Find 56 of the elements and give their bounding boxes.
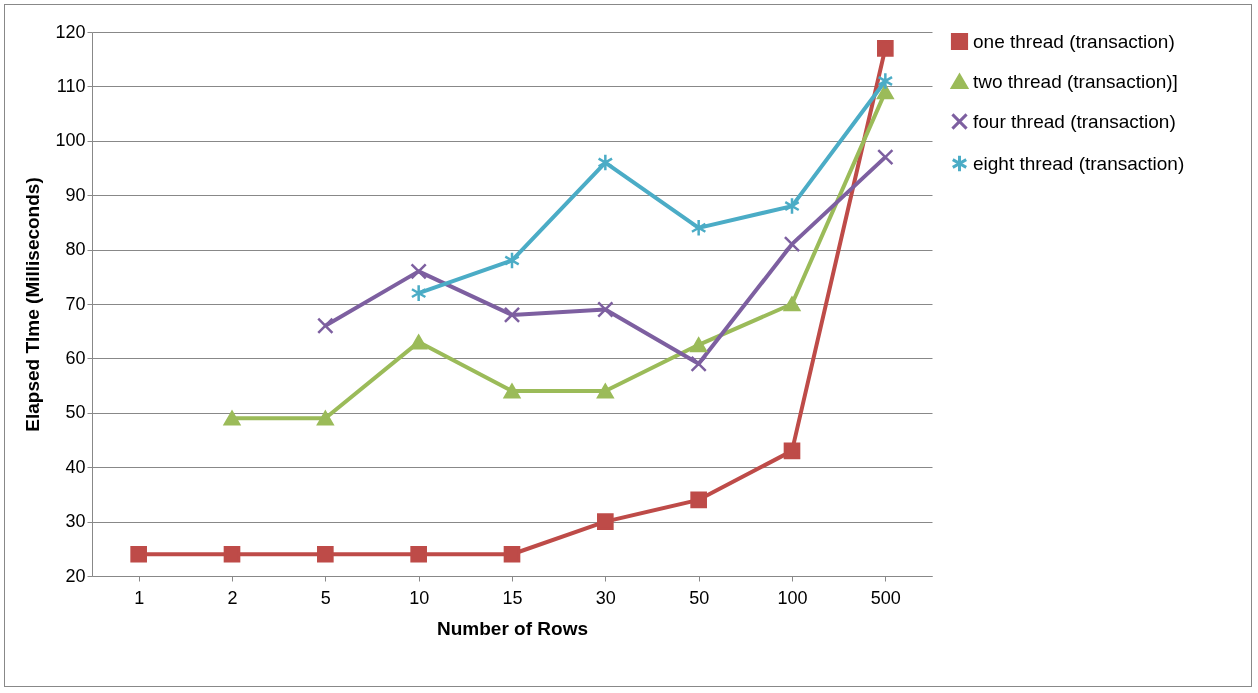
legend-label: one thread (transaction): [973, 30, 1175, 52]
point: [783, 235, 801, 253]
legend-label: two thread (transaction)]: [973, 70, 1178, 92]
x-tick-label: 100: [777, 587, 808, 608]
point: [597, 301, 614, 318]
x-tick-label: 30: [595, 587, 616, 608]
x-tick-label: 15: [502, 587, 523, 608]
point: [690, 337, 707, 353]
point: [223, 545, 241, 563]
point: [410, 284, 427, 303]
point: [597, 513, 614, 530]
y-tick-label: 100: [55, 130, 86, 151]
y-tick-label: 70: [65, 293, 86, 314]
point: [410, 545, 427, 563]
point: [690, 218, 707, 237]
y-tick-label: 40: [65, 456, 86, 477]
point: [504, 251, 520, 270]
y-tick-label: 80: [65, 239, 86, 260]
point: [690, 355, 707, 373]
point: [223, 410, 241, 426]
legend-label: eight thread (transaction): [973, 152, 1185, 174]
point: [317, 410, 334, 426]
y-tick-label: 20: [65, 565, 86, 586]
y-tick-label: 30: [65, 511, 86, 532]
x-axis-title: Number of Rows: [437, 617, 588, 639]
point: [690, 491, 707, 509]
y-tick-label: 110: [56, 75, 86, 96]
y-tick-label: 90: [65, 184, 86, 205]
point: [877, 148, 894, 166]
point: [783, 296, 801, 312]
point: [503, 383, 521, 399]
point: [597, 383, 614, 399]
point: [503, 545, 521, 563]
y-axis-title: Elapsed TIme (Milliseconds): [22, 177, 44, 432]
point: [877, 71, 894, 90]
point: [130, 545, 147, 563]
point: [783, 442, 801, 460]
x-tick-label: 50: [689, 587, 710, 608]
x-tick-label: 1: [134, 587, 145, 608]
point: [597, 153, 614, 172]
point: [410, 334, 427, 350]
y-tick-label: 120: [55, 21, 86, 42]
point: [877, 40, 894, 57]
point: [410, 263, 427, 280]
point: [317, 317, 334, 335]
point: [317, 545, 334, 563]
legend-label: four thread (transaction): [973, 110, 1176, 132]
y-tick-label: 50: [65, 402, 86, 423]
point: [784, 197, 800, 216]
x-tick-label: 500: [870, 587, 901, 608]
y-tick-label: 60: [65, 347, 86, 368]
x-tick-label: 2: [227, 587, 238, 608]
x-tick-label: 10: [409, 587, 430, 608]
point: [503, 306, 521, 324]
x-tick-label: 5: [320, 587, 331, 608]
point: [877, 84, 894, 100]
